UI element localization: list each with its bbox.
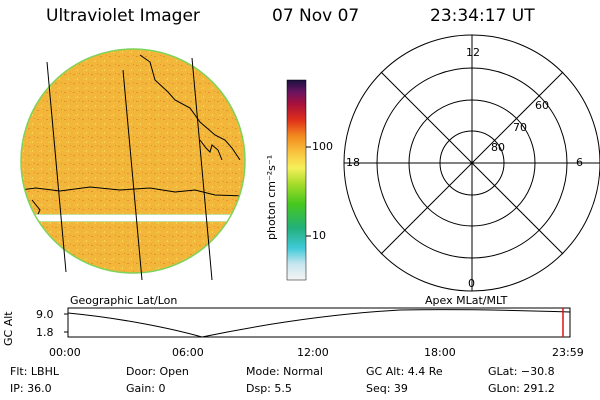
meridian-line xyxy=(122,69,143,281)
info-glat: GLat: −30.8 xyxy=(488,365,555,378)
info-door: Door: Open xyxy=(126,365,189,378)
mlt-label-0: 0 xyxy=(468,277,475,290)
projection-label-right: Apex MLat/MLT xyxy=(425,294,508,307)
meridian-line xyxy=(46,61,67,273)
lat-label-70: 70 xyxy=(513,121,527,134)
scan-gap-stripe xyxy=(21,215,245,221)
info-gc-alt: GC Alt: 4.4 Re xyxy=(366,365,443,378)
altitude-xtick: 00:00 xyxy=(49,346,81,359)
info-seq: Seq: 39 xyxy=(366,382,408,395)
disk-limb xyxy=(20,48,246,274)
altitude-xtick: 23:59 xyxy=(552,346,584,359)
color-scale-bar xyxy=(286,79,307,281)
altitude-ytick-high: 9.0 xyxy=(36,308,54,321)
info-mode: Mode: Normal xyxy=(246,365,323,378)
info-filter: Flt: LBHL xyxy=(10,365,59,378)
info-glon: GLon: 291.2 xyxy=(488,382,555,395)
lat-label-60: 60 xyxy=(535,99,549,112)
meridian-line xyxy=(191,57,213,281)
altitude-xtick: 12:00 xyxy=(297,346,329,359)
info-ip: IP: 36.0 xyxy=(10,382,52,395)
colorbar-tick-10: 10 xyxy=(312,229,326,242)
observation-time: 23:34:17 UT xyxy=(430,6,535,26)
mlt-label-12: 12 xyxy=(466,46,480,59)
observation-date: 07 Nov 07 xyxy=(272,6,360,26)
projection-label-left: Geographic Lat/Lon xyxy=(70,294,178,307)
mlt-label-6: 6 xyxy=(576,156,583,169)
disk-background xyxy=(21,49,245,273)
coastline-equator xyxy=(21,186,245,197)
altitude-ylabel: GC Alt xyxy=(2,311,15,346)
altitude-plot-frame xyxy=(67,307,571,338)
altitude-plot xyxy=(64,307,571,338)
coastline-north xyxy=(139,54,241,161)
info-gain: Gain: 0 xyxy=(126,382,166,395)
info-dsp: Dsp: 5.5 xyxy=(246,382,292,395)
colorbar-tick-100: 100 xyxy=(312,140,333,153)
altitude-curve xyxy=(67,309,571,338)
uv-disk-image xyxy=(20,48,246,281)
instrument-title: Ultraviolet Imager xyxy=(46,6,200,26)
colorbar-unit-label: photon cm⁻²s⁻¹ xyxy=(265,154,278,240)
altitude-xtick: 06:00 xyxy=(172,346,204,359)
altitude-ytick-low: 1.8 xyxy=(36,326,54,339)
lat-label-80: 80 xyxy=(491,141,505,154)
altitude-xtick: 18:00 xyxy=(424,346,456,359)
polar-grid xyxy=(343,34,600,292)
mlt-label-18: 18 xyxy=(346,156,360,169)
